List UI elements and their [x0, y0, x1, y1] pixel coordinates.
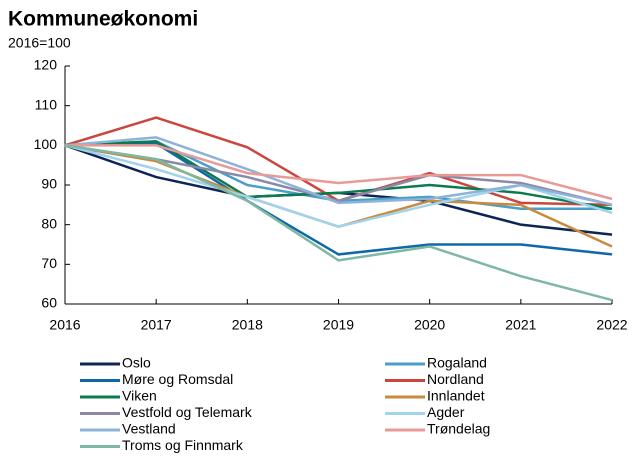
chart-subtitle: 2016=100 — [8, 35, 71, 51]
chart-title: Kommuneøkonomi — [8, 8, 198, 31]
y-tick-label: 70 — [41, 255, 57, 271]
legend-label: Nordland — [427, 371, 484, 387]
series-line — [64, 142, 613, 256]
x-tick-label: 2019 — [323, 317, 354, 333]
y-tick-label: 110 — [35, 96, 58, 112]
x-tick-label: 2017 — [141, 317, 172, 333]
legend-label: Innlandet — [427, 388, 485, 404]
x-tick-label: 2022 — [596, 317, 627, 333]
legend-label: Møre og Romsdal — [122, 371, 233, 387]
y-tick-label: 120 — [34, 57, 58, 73]
legend-label: Vestland — [122, 421, 176, 437]
x-tick-label: 2016 — [49, 317, 80, 333]
y-tick-label: 60 — [41, 295, 57, 311]
y-tick-label: 90 — [41, 176, 57, 192]
y-tick-label: 100 — [34, 136, 58, 152]
legend-label: Rogaland — [427, 355, 487, 371]
x-tick-label: 2020 — [414, 317, 445, 333]
series-line — [64, 144, 613, 302]
y-tick-label: 80 — [41, 215, 57, 231]
series-line — [64, 140, 613, 211]
legend-label: Oslo — [122, 355, 151, 371]
series-line — [65, 144, 613, 201]
legend-label: Trøndelag — [427, 421, 490, 437]
x-tick-label: 2021 — [505, 317, 536, 333]
series-line — [64, 136, 613, 207]
series-line — [64, 144, 613, 248]
legend-label: Vestfold og Telemark — [122, 404, 253, 420]
legend-label: Troms og Finnmark — [122, 437, 244, 453]
legend-label: Agder — [427, 404, 465, 420]
x-tick-label: 2018 — [232, 317, 263, 333]
legend-label: Viken — [122, 388, 157, 404]
